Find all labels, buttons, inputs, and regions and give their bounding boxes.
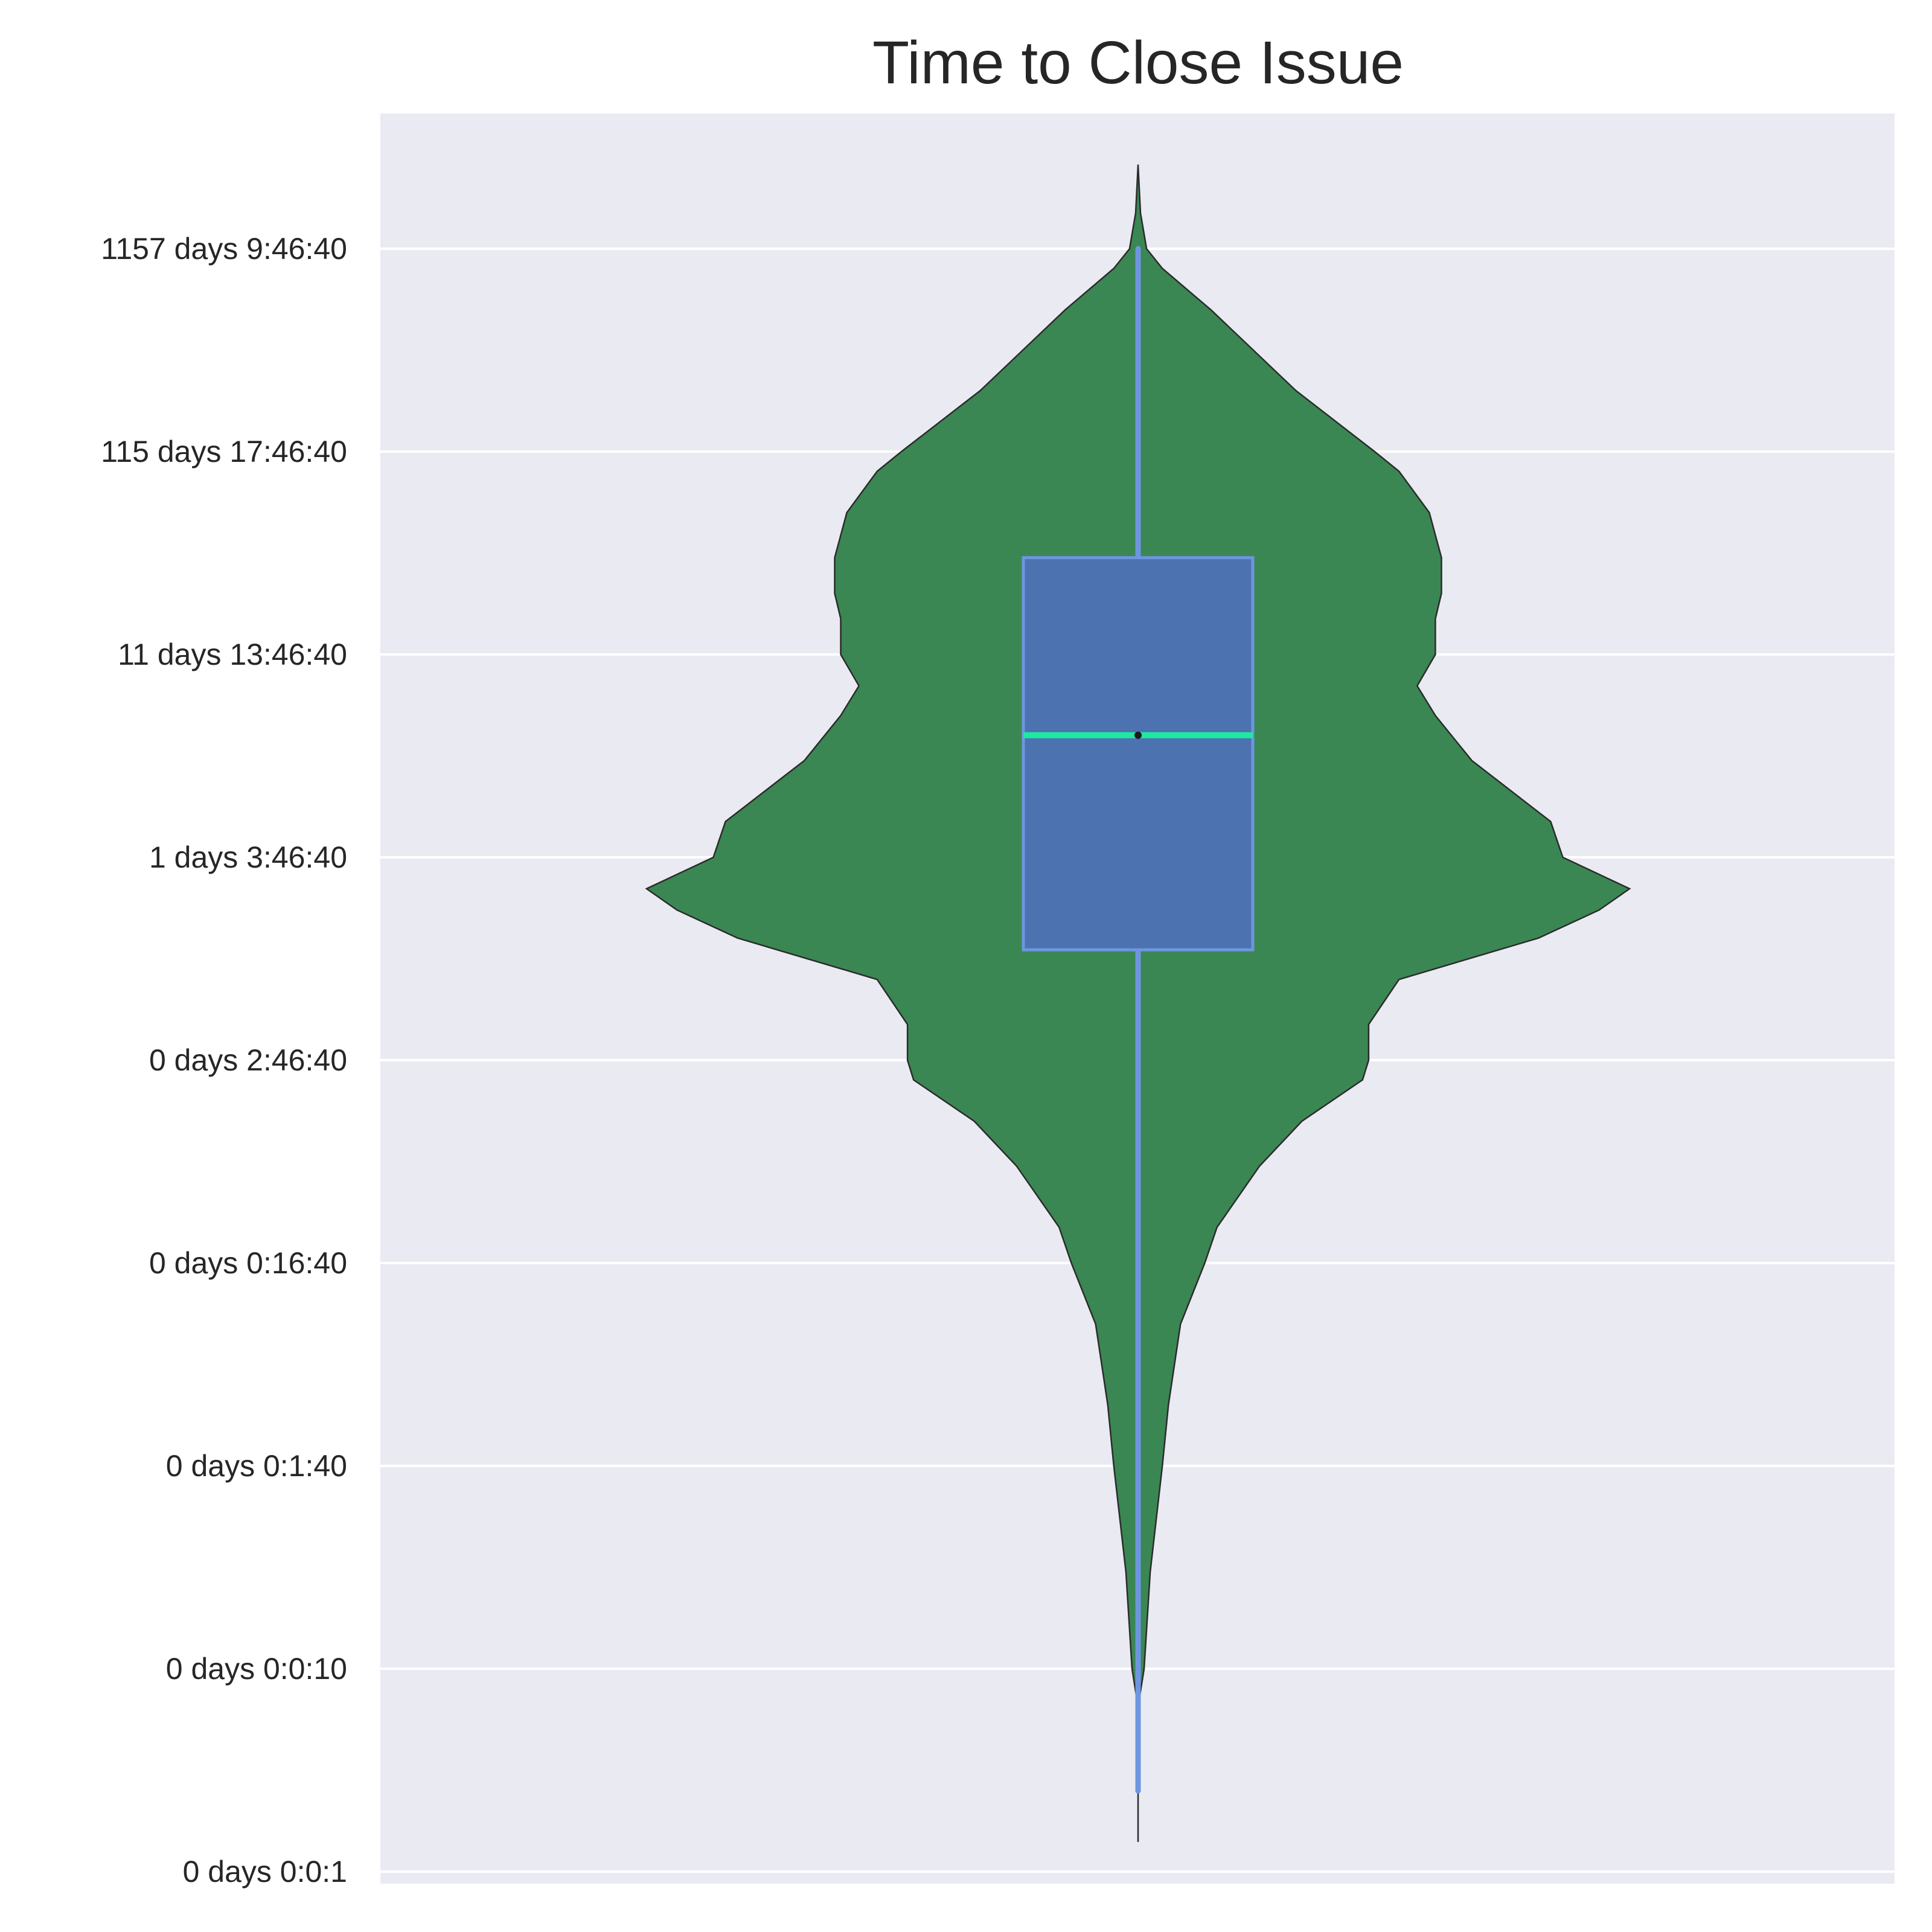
- y-tick-label: 0 days 0:0:10: [166, 1652, 347, 1686]
- median-dot: [1134, 731, 1142, 739]
- y-tick-label: 1 days 3:46:40: [149, 840, 347, 874]
- y-tick-label: 1157 days 9:46:40: [101, 232, 347, 266]
- y-tick-label: 0 days 0:16:40: [149, 1246, 347, 1280]
- y-tick-label: 0 days 0:1:40: [166, 1449, 347, 1483]
- y-tick-label: 11 days 13:46:40: [118, 638, 347, 671]
- y-tick-label: 0 days 0:0:1: [183, 1855, 347, 1889]
- y-tick-label: 115 days 17:46:40: [101, 435, 347, 469]
- y-tick-label: 0 days 2:46:40: [149, 1043, 347, 1077]
- chart-title: Time to Close Issue: [872, 29, 1404, 97]
- y-tick-labels: 0 days 0:0:1 0 days 0:0:10 0 days 0:1:40 0 …: [101, 232, 347, 1889]
- iqr-box: [1022, 556, 1255, 952]
